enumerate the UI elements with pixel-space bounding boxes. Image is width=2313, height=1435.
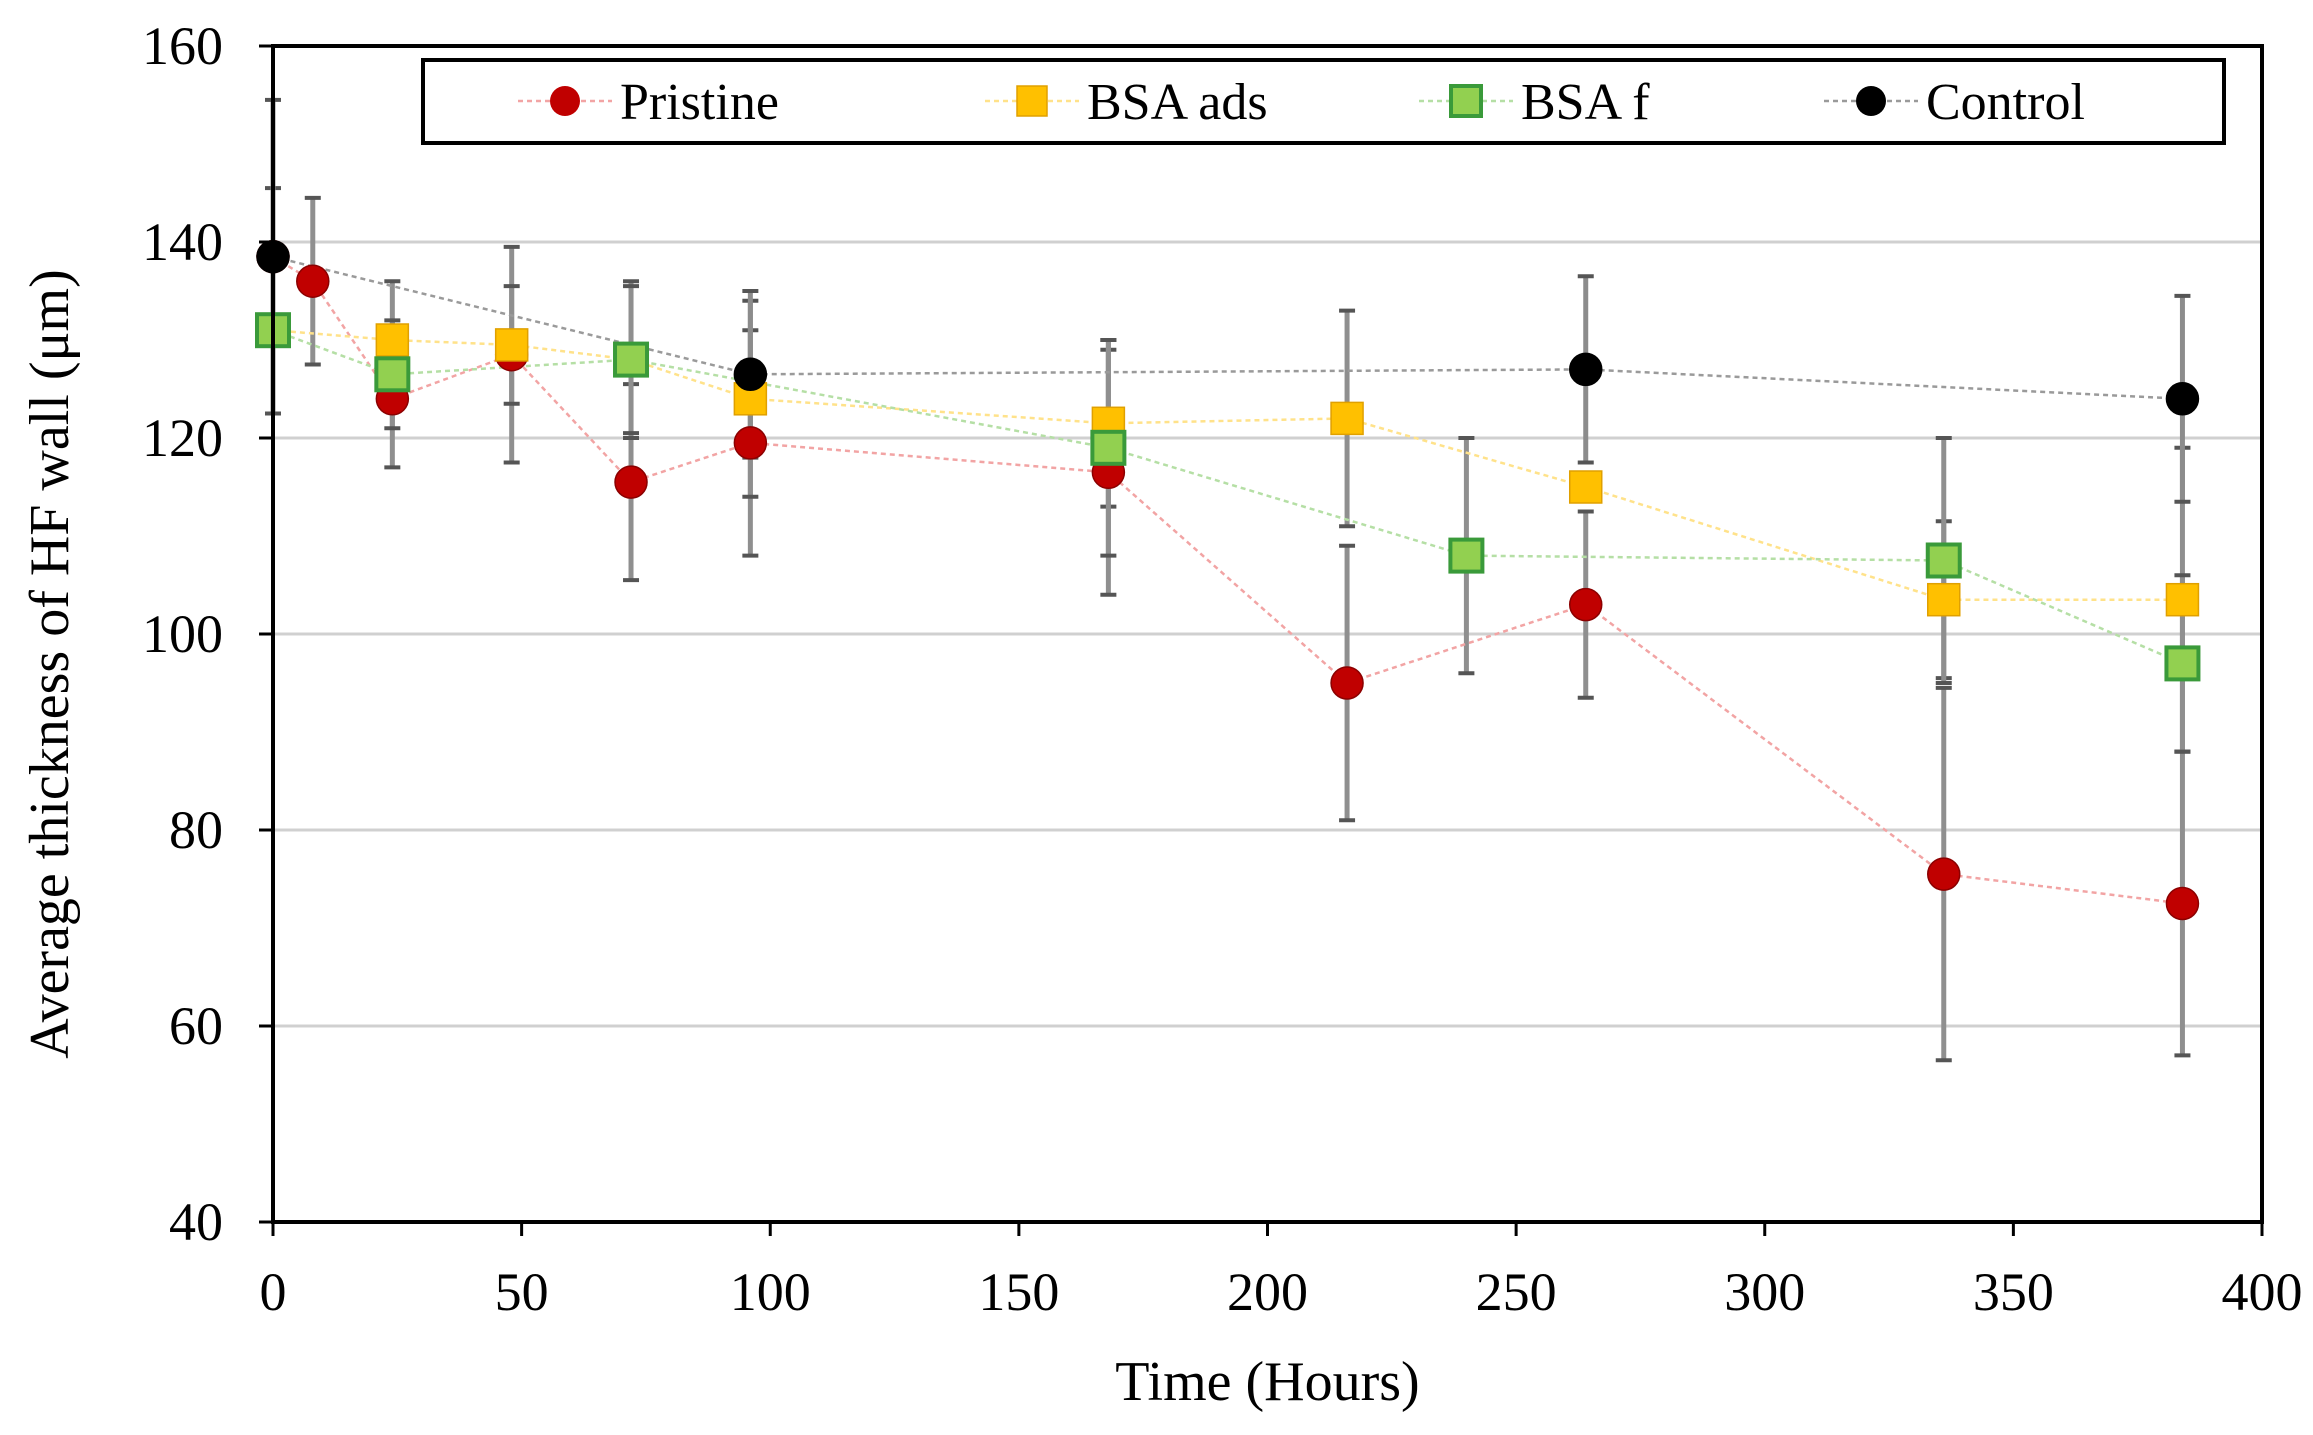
series-line-pristine bbox=[272, 255, 2183, 905]
point-bsa-ads-2 bbox=[494, 328, 529, 362]
y-tick-label-120: 120 bbox=[142, 408, 223, 468]
legend-marker-control bbox=[1856, 86, 1886, 116]
x-tick-label-100: 100 bbox=[730, 1262, 811, 1322]
x-tick-label-300: 300 bbox=[1724, 1262, 1805, 1322]
series-line-bsa-ads bbox=[272, 328, 2183, 601]
x-axis-title: Time (Hours) bbox=[1115, 1351, 1419, 1413]
point-bsa-f-2 bbox=[613, 341, 650, 378]
legend-marker-bsa-f bbox=[1449, 84, 1483, 118]
point-bsa-f-5 bbox=[1925, 542, 1962, 579]
point-pristine-4 bbox=[614, 465, 648, 499]
y-tick-label-140: 140 bbox=[142, 212, 223, 272]
x-tick-label-400: 400 bbox=[2222, 1262, 2303, 1322]
x-tick-label-50: 50 bbox=[495, 1262, 549, 1322]
point-bsa-ads-8 bbox=[1927, 582, 1961, 617]
y-tick-label-80: 80 bbox=[169, 800, 223, 860]
series-lines bbox=[272, 255, 2183, 905]
point-pristine-1 bbox=[296, 264, 330, 298]
legend-box bbox=[421, 58, 2226, 145]
x-tick-label-150: 150 bbox=[978, 1262, 1059, 1322]
legend-label-bsa-ads: BSA ads bbox=[1087, 74, 1268, 131]
point-bsa-f-6 bbox=[2164, 645, 2201, 682]
x-tick-label-0: 0 bbox=[260, 1262, 287, 1322]
y-tick-label-160: 160 bbox=[142, 16, 223, 76]
point-pristine-9 bbox=[1927, 857, 1961, 891]
y-tick-label-100: 100 bbox=[142, 604, 223, 664]
legend-marker-pristine bbox=[550, 86, 580, 116]
legend-label-bsa-f: BSA f bbox=[1521, 74, 1650, 131]
y-axis-title: Average thickness of HF wall (μm) bbox=[19, 269, 81, 1058]
point-bsa-f-4 bbox=[1448, 537, 1485, 574]
legend-marker-bsa-ads bbox=[1016, 85, 1048, 117]
point-pristine-8 bbox=[1568, 587, 1603, 622]
y-tick-label-40: 40 bbox=[169, 1192, 223, 1252]
point-pristine-5 bbox=[733, 426, 768, 460]
legend-label-pristine: Pristine bbox=[620, 74, 779, 131]
x-tick-label-350: 350 bbox=[1973, 1262, 2054, 1322]
legend-label-control: Control bbox=[1926, 74, 2085, 131]
x-tick-label-250: 250 bbox=[1476, 1262, 1557, 1322]
point-bsa-f-3 bbox=[1090, 429, 1127, 466]
point-control-2 bbox=[1568, 352, 1603, 387]
point-control-3 bbox=[2165, 382, 2200, 416]
point-pristine-7 bbox=[1330, 666, 1364, 700]
point-bsa-f-1 bbox=[374, 356, 411, 393]
series-line-control bbox=[272, 255, 2183, 401]
point-bsa-ads-9 bbox=[2165, 582, 2200, 617]
point-pristine-10 bbox=[2165, 886, 2200, 921]
point-bsa-ads-1 bbox=[375, 323, 410, 357]
series-line-bsa-f bbox=[272, 329, 2183, 665]
point-bsa-ads-7 bbox=[1568, 470, 1603, 504]
y-axis-ticks: 40 60 80 100 120 140 160 bbox=[142, 16, 273, 1252]
x-axis-ticks: 0 50 100 150 200 250 300 350 400 bbox=[260, 1222, 2303, 1322]
legend: Pristine BSA ads BSA f Control bbox=[421, 58, 2226, 145]
error-bars bbox=[265, 97, 2191, 1063]
y-tick-label-60: 60 bbox=[169, 996, 223, 1056]
point-bsa-ads-6 bbox=[1330, 401, 1364, 436]
x-tick-label-200: 200 bbox=[1227, 1262, 1308, 1322]
gridlines bbox=[273, 240, 2262, 1028]
point-control-1 bbox=[733, 357, 768, 392]
data-markers bbox=[255, 239, 2201, 921]
